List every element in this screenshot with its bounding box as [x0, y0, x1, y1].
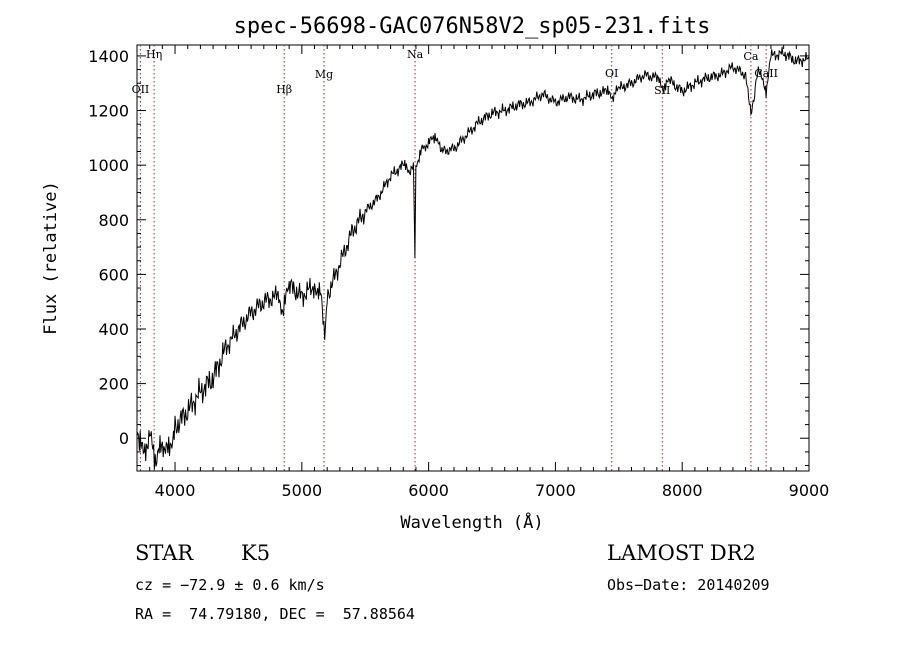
- spectral-line-label: Hβ: [276, 83, 292, 96]
- chart-title: spec-56698-GAC076N58V2_sp05-231.fits: [234, 14, 711, 39]
- x-axis-label: Wavelength (Å): [400, 511, 543, 533]
- x-tick-label: 4000: [155, 481, 196, 500]
- x-tick-label: 5000: [281, 481, 322, 500]
- y-axis-label: Flux (relative): [41, 181, 61, 335]
- y-tick-label: 600: [98, 265, 129, 284]
- y-tick-label: 1200: [88, 102, 129, 121]
- spectral-line-label: OI: [605, 67, 618, 80]
- spectral-line-label: Ca: [743, 50, 758, 63]
- spectral-line-label: Mg: [315, 68, 333, 81]
- y-tick-label: 1000: [88, 156, 129, 175]
- x-tick-label: 8000: [662, 481, 703, 500]
- y-tick-label: 1400: [88, 47, 129, 66]
- y-tick-label: 800: [98, 211, 129, 230]
- x-tick-label: 6000: [408, 481, 449, 500]
- x-tick-label: 7000: [535, 481, 576, 500]
- y-tick-label: 200: [98, 375, 129, 394]
- object-class: STAR: [135, 541, 194, 565]
- redshift-velocity: cz = −72.9 ± 0.6 km/s: [135, 576, 325, 594]
- plot-frame: [136, 44, 810, 472]
- spectral-line-label: Na: [407, 48, 424, 61]
- survey-name: LAMOST DR2: [607, 541, 756, 565]
- spectral-line-label: OII: [132, 83, 150, 96]
- coordinates: RA = 74.79180, DEC = 57.88564: [135, 605, 415, 623]
- x-tick-label: 9000: [789, 481, 830, 500]
- y-tick-label: 400: [98, 320, 129, 339]
- spectral-line-label: SII: [654, 84, 670, 97]
- object-subclass: K5: [241, 541, 271, 565]
- flux-series-line: [136, 46, 810, 470]
- spectral-line-label: CaII: [754, 67, 778, 80]
- observation-date: Obs−Date: 20140209: [607, 576, 770, 594]
- spectral-line-label: Hη: [146, 48, 162, 61]
- y-tick-label: 0: [119, 429, 129, 448]
